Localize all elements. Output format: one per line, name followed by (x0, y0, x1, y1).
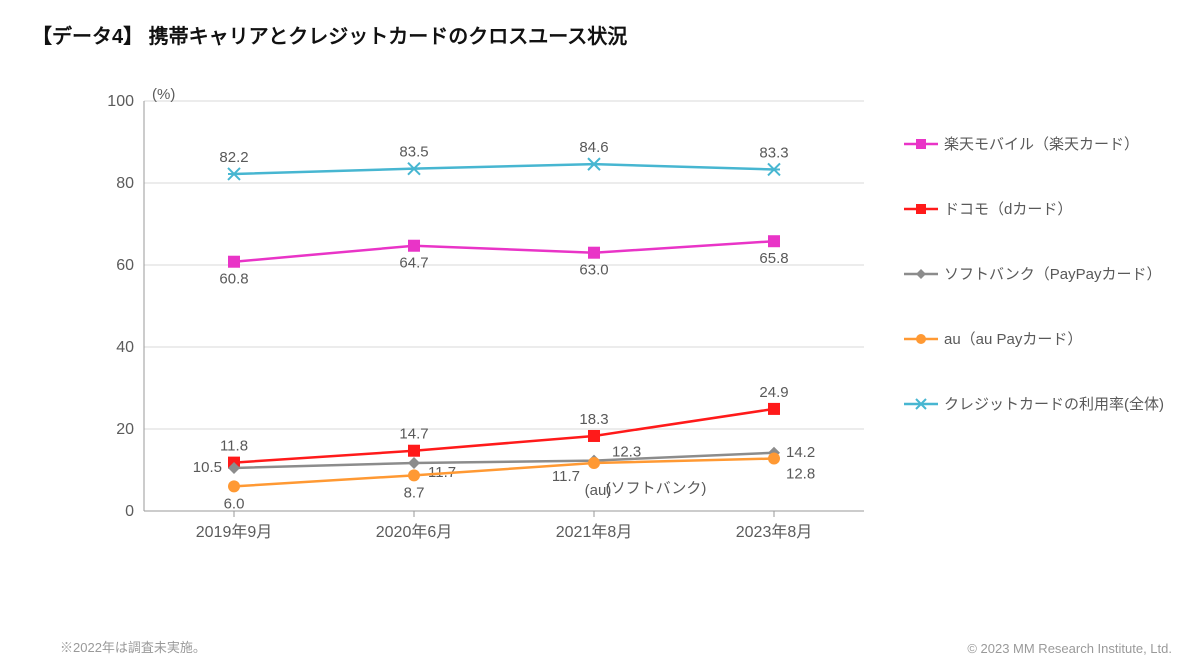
svg-text:2021年8月: 2021年8月 (556, 523, 633, 541)
legend-item-au: au（au Payカード） (904, 328, 1176, 349)
svg-text:14.2: 14.2 (786, 444, 815, 461)
svg-text:65.8: 65.8 (759, 250, 788, 267)
svg-text:12.8: 12.8 (786, 466, 815, 483)
footnote: ※2022年は調査未実施。 (60, 637, 206, 656)
legend-swatch-au (904, 332, 938, 346)
svg-text:0: 0 (125, 503, 134, 520)
svg-text:82.2: 82.2 (219, 149, 248, 166)
copyright: © 2023 MM Research Institute, Ltd. (967, 641, 1172, 656)
svg-text:10.5: 10.5 (193, 459, 222, 476)
legend: 楽天モバイル（楽天カード） ドコモ（dカード） ソフトバンク（PayPayカード） a… (904, 133, 1176, 458)
svg-text:11.8: 11.8 (220, 438, 248, 455)
legend-label-docomo: ドコモ（dカード） (944, 198, 1072, 219)
svg-text:12.3: 12.3 (612, 444, 641, 461)
legend-item-rakuten: 楽天モバイル（楽天カード） (904, 133, 1176, 154)
chart-container: 0 20 40 60 80 100 (%) 2019年9月 2020年6月 2021年8月 2023… (24, 73, 1176, 553)
legend-item-docomo: ドコモ（dカード） (904, 198, 1176, 219)
page-title: 【データ4】 携帯キャリアとクレジットカードのクロスユース状況 (32, 20, 1176, 49)
legend-label-overall: クレジットカードの利用率(全体) (944, 393, 1164, 414)
svg-text:8.7: 8.7 (404, 484, 425, 501)
svg-text:2020年6月: 2020年6月 (376, 523, 453, 541)
svg-text:18.3: 18.3 (579, 411, 608, 428)
legend-swatch-softbank (904, 267, 938, 281)
svg-text:83.3: 83.3 (759, 144, 788, 161)
legend-item-softbank: ソフトバンク（PayPayカード） (904, 263, 1176, 284)
svg-text:80: 80 (116, 175, 134, 192)
svg-text:2023年8月: 2023年8月 (736, 523, 813, 541)
line-chart: 0 20 40 60 80 100 (%) 2019年9月 2020年6月 2021年8月 2023… (84, 73, 884, 553)
svg-text:60: 60 (116, 257, 134, 274)
svg-text:60.8: 60.8 (219, 271, 248, 288)
svg-text:24.9: 24.9 (759, 384, 788, 401)
svg-text:2019年9月: 2019年9月 (196, 523, 273, 541)
svg-text:20: 20 (116, 421, 134, 438)
svg-text:83.5: 83.5 (399, 144, 428, 161)
legend-swatch-overall (904, 397, 938, 411)
legend-label-rakuten: 楽天モバイル（楽天カード） (944, 133, 1139, 154)
legend-swatch-docomo (904, 202, 938, 216)
svg-text:(ソフトバンク): (ソフトバンク) (606, 480, 707, 497)
svg-text:84.6: 84.6 (579, 139, 608, 156)
svg-text:40: 40 (116, 339, 134, 356)
svg-text:6.0: 6.0 (224, 495, 245, 512)
svg-text:11.7: 11.7 (552, 468, 580, 485)
legend-swatch-rakuten (904, 137, 938, 151)
svg-text:100: 100 (107, 93, 134, 110)
svg-text:63.0: 63.0 (579, 262, 608, 279)
legend-label-au: au（au Payカード） (944, 328, 1082, 349)
legend-label-softbank: ソフトバンク（PayPayカード） (944, 263, 1161, 284)
legend-item-overall: クレジットカードの利用率(全体) (904, 393, 1176, 414)
svg-text:14.7: 14.7 (399, 426, 428, 443)
svg-text:64.7: 64.7 (399, 255, 428, 272)
svg-text:(%): (%) (152, 86, 175, 103)
